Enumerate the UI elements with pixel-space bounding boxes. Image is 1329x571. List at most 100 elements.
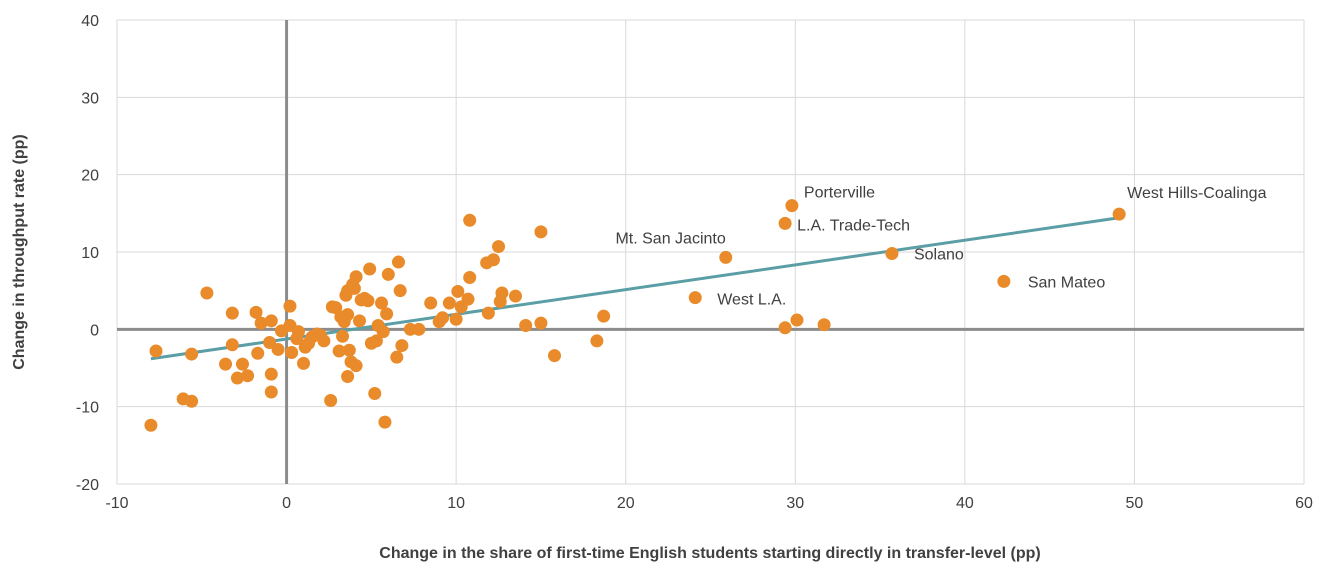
data-point xyxy=(380,307,394,321)
data-point xyxy=(185,394,199,408)
data-point xyxy=(519,318,533,332)
x-tick-label: 0 xyxy=(282,495,291,512)
x-tick-labels: -10 0 10 20 30 40 50 60 xyxy=(105,495,1313,512)
x-tick-label: 60 xyxy=(1295,495,1313,512)
y-tick-label: 40 xyxy=(81,13,99,30)
data-point xyxy=(241,369,255,383)
point-label: L.A. Trade-Tech xyxy=(797,217,910,234)
point-label: Porterville xyxy=(804,185,875,202)
data-point xyxy=(297,356,311,370)
data-point xyxy=(219,357,233,371)
data-point xyxy=(185,347,199,361)
data-point xyxy=(778,321,792,335)
y-tick-label: 30 xyxy=(81,90,99,107)
data-point xyxy=(347,281,361,295)
data-point xyxy=(369,334,383,348)
data-point xyxy=(352,314,366,328)
data-point xyxy=(225,338,239,352)
data-point xyxy=(481,306,495,320)
data-point xyxy=(144,418,158,432)
x-tick-label: 30 xyxy=(786,495,804,512)
y-tick-label: 20 xyxy=(81,168,99,185)
data-point xyxy=(449,312,463,326)
data-point xyxy=(442,296,456,310)
data-point xyxy=(461,292,475,306)
data-point xyxy=(291,325,305,339)
data-point xyxy=(149,344,163,358)
data-point xyxy=(463,213,477,227)
data-point xyxy=(393,284,407,298)
data-point xyxy=(534,316,548,330)
labeled-data-point xyxy=(997,274,1011,288)
y-tick-labels: -20 -10 0 10 20 30 40 xyxy=(76,13,99,494)
y-tick-label: 10 xyxy=(81,245,99,262)
data-point xyxy=(375,296,389,310)
data-point xyxy=(390,350,404,364)
data-point xyxy=(495,286,509,300)
data-point xyxy=(271,342,285,356)
gridlines xyxy=(116,19,1305,485)
data-point xyxy=(200,286,214,300)
data-point xyxy=(249,305,263,319)
data-point xyxy=(817,318,831,332)
data-point xyxy=(361,294,375,308)
x-tick-label: -10 xyxy=(105,495,128,512)
data-point xyxy=(317,334,331,348)
data-point xyxy=(251,346,265,360)
y-axis-title: Change in throughput rate (pp) xyxy=(11,134,28,370)
point-label: Mt. San Jacinto xyxy=(615,230,725,247)
y-tick-label: -10 xyxy=(76,400,99,417)
x-tick-label: 20 xyxy=(617,495,635,512)
data-point xyxy=(391,255,405,269)
data-point xyxy=(368,387,382,401)
data-point xyxy=(590,334,604,348)
labeled-data-point xyxy=(688,291,702,305)
data-point xyxy=(597,309,611,323)
data-point xyxy=(424,296,438,310)
data-point xyxy=(285,346,299,360)
data-point xyxy=(225,306,239,320)
data-point xyxy=(378,415,392,429)
data-point xyxy=(264,385,278,399)
data-point xyxy=(451,284,465,298)
x-axis-title: Change in the share of first-time Englis… xyxy=(379,545,1040,562)
data-point xyxy=(342,343,356,357)
data-point xyxy=(534,225,548,239)
data-point xyxy=(508,289,522,303)
data-point xyxy=(790,313,804,327)
y-tick-label: 0 xyxy=(90,322,99,339)
data-point xyxy=(283,299,297,313)
data-point xyxy=(349,359,363,373)
data-point xyxy=(332,344,346,358)
data-point xyxy=(492,240,506,254)
data-point xyxy=(264,367,278,381)
data-point xyxy=(376,325,390,339)
point-label: San Mateo xyxy=(1028,274,1105,291)
point-label: West Hills-Coalinga xyxy=(1127,185,1266,202)
x-tick-label: 50 xyxy=(1126,495,1144,512)
labeled-data-point xyxy=(885,247,899,261)
data-point xyxy=(436,311,450,325)
x-tick-label: 10 xyxy=(447,495,465,512)
point-labels: Porterville West Hills-Coalinga L.A. Trade… xyxy=(615,185,1266,309)
labeled-data-point xyxy=(778,216,792,230)
data-point xyxy=(395,339,409,353)
data-point xyxy=(341,308,355,322)
data-points xyxy=(144,199,1126,432)
data-point xyxy=(341,370,355,384)
data-point xyxy=(363,262,377,276)
data-point xyxy=(254,316,268,330)
data-point xyxy=(264,314,278,328)
data-point xyxy=(336,329,350,343)
labeled-data-point xyxy=(785,199,799,213)
labeled-data-point xyxy=(1112,207,1126,221)
data-point xyxy=(349,270,363,284)
labeled-data-point xyxy=(719,250,733,264)
point-label: West L.A. xyxy=(717,292,786,309)
data-point xyxy=(235,357,249,371)
point-label: Solano xyxy=(914,247,964,264)
y-tick-label: -20 xyxy=(76,477,99,494)
data-point xyxy=(324,393,338,407)
data-point xyxy=(547,349,561,363)
data-point xyxy=(381,267,395,281)
